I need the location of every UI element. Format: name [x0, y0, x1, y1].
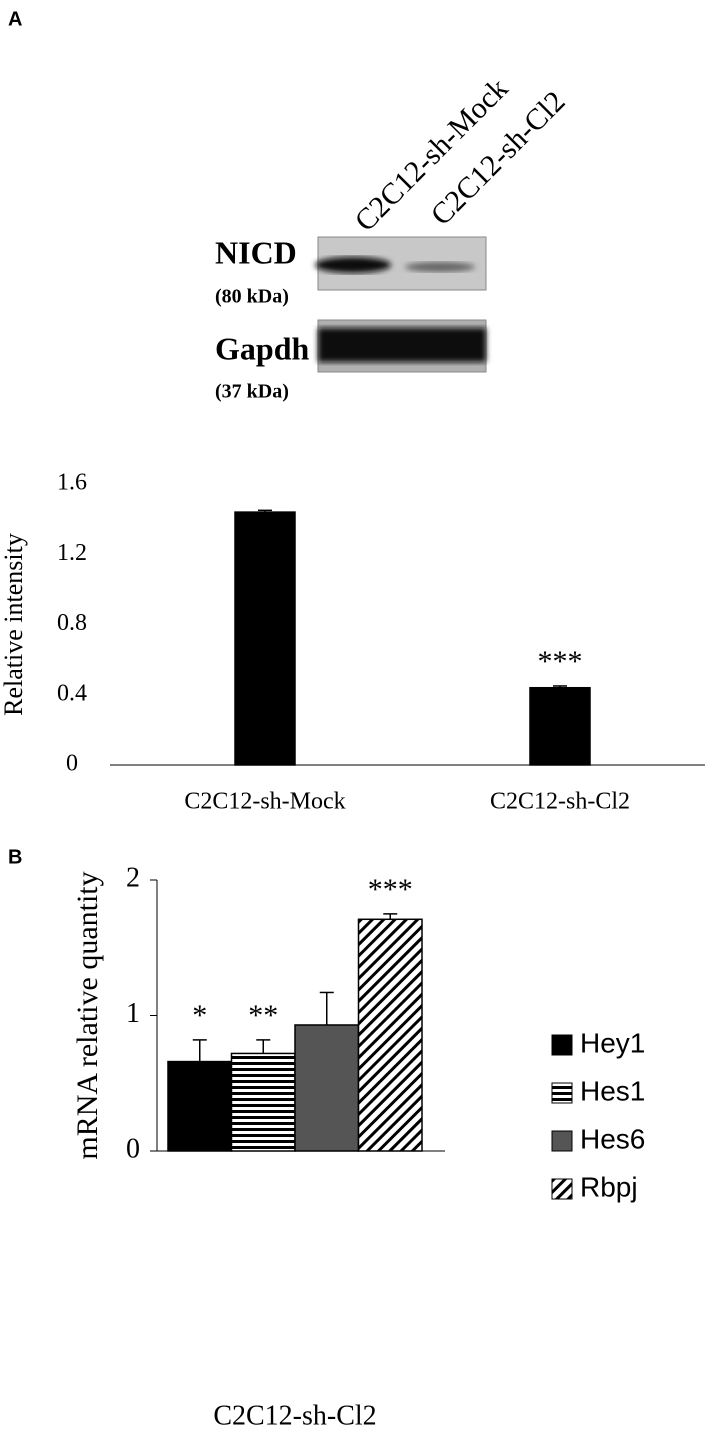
- significance-label: ***: [538, 645, 583, 678]
- blot-row-name: Gapdh: [215, 330, 309, 366]
- legend-swatch: [551, 1034, 573, 1056]
- bar: [529, 686, 591, 766]
- blot-row-name: NICD: [215, 234, 297, 270]
- blot-row-size: (80 kDa): [215, 286, 289, 308]
- y-tick-label: 0.4: [57, 680, 87, 706]
- y-tick-label: 1.6: [57, 470, 87, 496]
- bar: [294, 1024, 360, 1152]
- y-tick-label: 1: [126, 998, 140, 1029]
- significance-label: *: [192, 999, 207, 1032]
- blot-row-size: (37 kDa): [215, 381, 289, 403]
- legend-label: Hes1: [580, 1075, 645, 1106]
- legend-swatch: [551, 1178, 573, 1200]
- significance-label: ***: [368, 873, 413, 906]
- y-tick-label: 2: [126, 862, 140, 893]
- panel-label: A: [8, 8, 22, 30]
- legend-label: Hes6: [580, 1123, 645, 1154]
- legend-swatch: [551, 1130, 573, 1152]
- bar: [234, 511, 296, 766]
- bar: [357, 918, 423, 1152]
- y-tick-label: 1.2: [57, 540, 87, 566]
- bar: [230, 1052, 296, 1152]
- x-tick-label: C2C12-sh-Mock: [184, 789, 345, 815]
- y-axis-label: Relative intensity: [0, 533, 28, 716]
- blot-gapdh: [317, 319, 487, 373]
- legend-label: Rbpj: [580, 1171, 638, 1202]
- x-tick-label: C2C12-sh-Cl2: [213, 1400, 376, 1431]
- significance-label: **: [248, 999, 278, 1032]
- x-tick-label: C2C12-sh-Cl2: [490, 789, 630, 815]
- y-tick-label: 0: [126, 1133, 140, 1164]
- legend-swatch: [551, 1082, 573, 1104]
- y-axis-label: mRNA relative quantity: [71, 871, 104, 1159]
- y-tick-label: 0.8: [57, 610, 87, 636]
- legend-label: Hey1: [580, 1027, 645, 1058]
- blot-nicd: [315, 236, 487, 291]
- bar: [167, 1060, 233, 1152]
- y-tick-label: 0: [66, 751, 78, 777]
- panel-label: B: [8, 846, 22, 868]
